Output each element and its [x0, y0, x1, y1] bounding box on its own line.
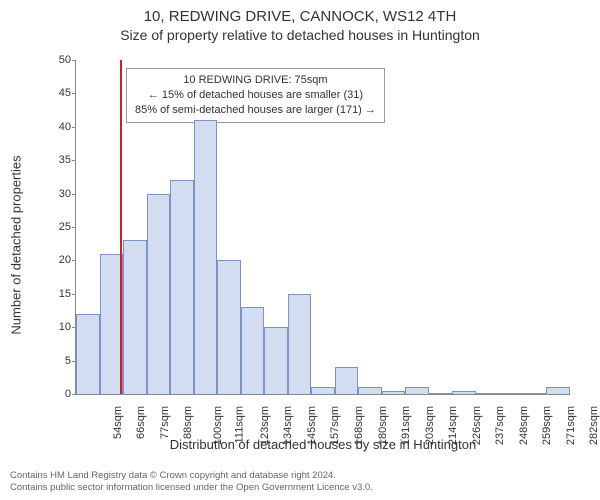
histogram-bar	[76, 314, 100, 394]
callout-line-2: ← 15% of detached houses are smaller (31…	[135, 88, 376, 103]
y-tick-label: 30	[41, 188, 71, 200]
histogram-bar	[499, 393, 523, 394]
chart-wrap: Number of detached properties 10 REDWING…	[30, 55, 580, 435]
histogram-bar	[217, 260, 241, 394]
histogram-bar	[311, 387, 335, 394]
page-subtitle: Size of property relative to detached ho…	[0, 27, 600, 43]
y-tick-label: 40	[41, 121, 71, 133]
y-tick-label: 0	[41, 388, 71, 400]
y-tick-label: 5	[41, 355, 71, 367]
x-tick-label: 88sqm	[182, 406, 194, 439]
y-tick-label: 10	[41, 321, 71, 333]
x-tick-label: 54sqm	[112, 406, 124, 439]
callout-box: 10 REDWING DRIVE: 75sqm ← 15% of detache…	[126, 68, 385, 123]
footer: Contains HM Land Registry data © Crown c…	[10, 470, 373, 494]
histogram-bar	[123, 240, 147, 394]
y-tick-mark	[72, 194, 76, 195]
callout-line-1: 10 REDWING DRIVE: 75sqm	[135, 73, 376, 88]
y-tick-mark	[72, 227, 76, 228]
histogram-bar	[476, 393, 500, 394]
y-tick-label: 50	[41, 54, 71, 66]
x-tick-label: 226sqm	[471, 406, 483, 445]
y-tick-mark	[72, 260, 76, 261]
callout-line-3: 85% of semi-detached houses are larger (…	[135, 103, 376, 118]
x-tick-label: 134sqm	[283, 406, 295, 445]
histogram-bar	[288, 294, 312, 394]
histogram-bar	[429, 393, 453, 394]
y-tick-mark	[72, 394, 76, 395]
x-tick-label: 77sqm	[159, 406, 171, 439]
histogram-bar	[382, 391, 406, 394]
x-tick-label: 168sqm	[353, 406, 365, 445]
y-tick-label: 20	[41, 254, 71, 266]
x-tick-label: 282sqm	[588, 406, 600, 445]
histogram-bar	[523, 393, 547, 394]
y-tick-label: 25	[41, 221, 71, 233]
histogram-bar	[405, 387, 429, 394]
y-tick-mark	[72, 127, 76, 128]
histogram-bar	[358, 387, 382, 394]
x-tick-label: 111sqm	[234, 406, 246, 444]
page-container: 10, REDWING DRIVE, CANNOCK, WS12 4TH Siz…	[0, 0, 600, 500]
x-tick-label: 214sqm	[447, 406, 459, 445]
x-tick-label: 157sqm	[330, 406, 342, 445]
x-tick-label: 271sqm	[565, 406, 577, 445]
footer-line-1: Contains HM Land Registry data © Crown c…	[10, 470, 373, 482]
histogram-bar	[194, 120, 218, 394]
x-tick-label: 248sqm	[518, 406, 530, 445]
y-tick-label: 15	[41, 288, 71, 300]
histogram-bar	[264, 327, 288, 394]
footer-line-2: Contains public sector information licen…	[10, 482, 373, 494]
x-tick-label: 191sqm	[400, 406, 412, 445]
x-tick-label: 100sqm	[212, 406, 224, 445]
histogram-bar	[546, 387, 570, 394]
histogram-bar	[241, 307, 265, 394]
plot-area: 10 REDWING DRIVE: 75sqm ← 15% of detache…	[75, 60, 570, 395]
y-tick-label: 45	[41, 87, 71, 99]
x-tick-label: 203sqm	[424, 406, 436, 445]
y-tick-mark	[72, 60, 76, 61]
x-tick-label: 237sqm	[494, 406, 506, 445]
x-tick-label: 180sqm	[377, 406, 389, 445]
histogram-bar	[147, 194, 171, 394]
histogram-bar	[335, 367, 359, 394]
x-tick-label: 66sqm	[135, 406, 147, 439]
x-tick-label: 123sqm	[259, 406, 271, 445]
x-tick-label: 145sqm	[306, 406, 318, 445]
y-axis-label: Number of detached properties	[9, 155, 24, 334]
histogram-bar	[170, 180, 194, 394]
x-tick-label: 259sqm	[541, 406, 553, 445]
y-tick-mark	[72, 160, 76, 161]
histogram-bar	[452, 391, 476, 394]
y-tick-label: 35	[41, 154, 71, 166]
page-title: 10, REDWING DRIVE, CANNOCK, WS12 4TH	[0, 8, 600, 25]
y-tick-mark	[72, 294, 76, 295]
y-tick-mark	[72, 93, 76, 94]
marker-line	[120, 60, 122, 394]
